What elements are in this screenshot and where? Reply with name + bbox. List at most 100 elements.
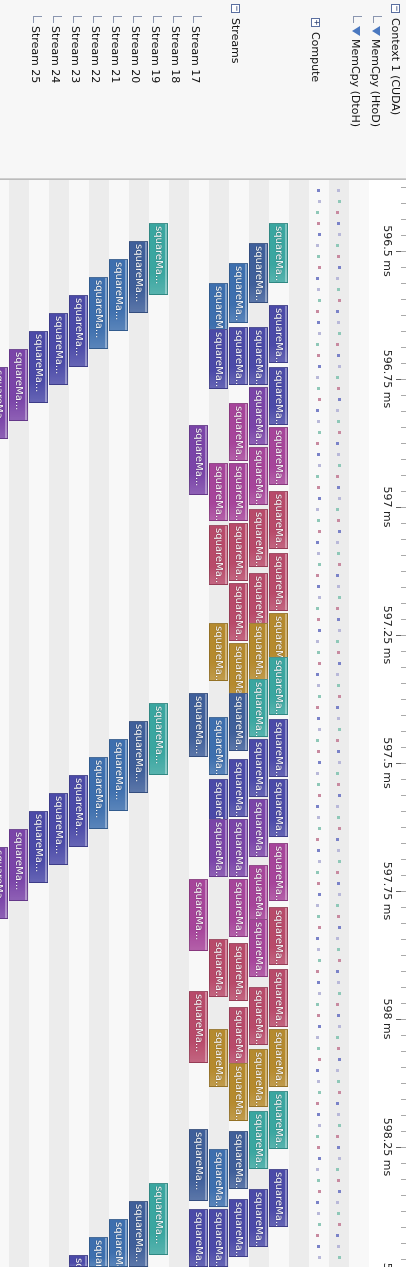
kernel-square-matrix[interactable]: squareMa... (249, 243, 268, 303)
kernel-square-matrix[interactable]: squareMa... (209, 1149, 228, 1207)
kernel-square-matrix[interactable]: squareMa... (229, 759, 248, 817)
kernel-square-matrix[interactable]: squareMa... (29, 811, 48, 883)
kernel-square-matrix[interactable]: squareMa... (229, 1199, 248, 1257)
memcpy-marker[interactable] (336, 1069, 339, 1072)
memcpy-marker[interactable] (316, 871, 319, 874)
memcpy-marker[interactable] (318, 332, 321, 335)
memcpy-marker[interactable] (316, 541, 319, 544)
memcpy-marker[interactable] (316, 508, 319, 511)
memcpy-marker[interactable] (318, 794, 321, 797)
memcpy-marker[interactable] (337, 453, 340, 456)
memcpy-marker[interactable] (317, 1179, 320, 1182)
panel-divider[interactable] (0, 179, 406, 180)
kernel-square-matrix[interactable]: squareMa... (229, 1131, 248, 1189)
memcpy-marker[interactable] (336, 541, 339, 544)
memcpy-marker[interactable] (318, 761, 321, 764)
kernel-square-matrix[interactable]: squareMa... (249, 1189, 268, 1247)
collapse-icon[interactable]: − (231, 4, 240, 13)
memcpy-marker[interactable] (336, 607, 339, 610)
kernel-square-matrix[interactable]: squareMa... (9, 829, 28, 901)
memcpy-marker[interactable] (316, 1036, 319, 1039)
memcpy-marker[interactable] (337, 552, 340, 555)
tree-row-htod[interactable]: MemCpy (HtoD) (365, 0, 385, 178)
memcpy-marker[interactable] (338, 893, 341, 896)
kernel-square-matrix[interactable]: squareMa... (249, 623, 268, 681)
memcpy-marker[interactable] (336, 1135, 339, 1138)
memcpy-marker[interactable] (318, 398, 321, 401)
kernel-square-matrix[interactable]: squareMa... (249, 865, 268, 923)
memcpy-marker[interactable] (316, 442, 319, 445)
kernel-square-matrix[interactable]: squareMa... (269, 657, 288, 715)
memcpy-marker[interactable] (318, 1091, 321, 1094)
kernel-square-matrix[interactable]: squareMa... (249, 509, 268, 567)
memcpy-marker[interactable] (338, 728, 341, 731)
kernel-square-matrix[interactable]: squareMa... (9, 349, 28, 421)
kernel-square-matrix[interactable]: squareMa... (269, 305, 288, 363)
memcpy-marker[interactable] (316, 1069, 319, 1072)
memcpy-marker[interactable] (337, 255, 340, 258)
kernel-square-matrix[interactable]: squareMa... (189, 425, 208, 495)
memcpy-marker[interactable] (317, 882, 320, 885)
memcpy-marker[interactable] (318, 464, 321, 467)
memcpy-marker[interactable] (318, 695, 321, 698)
kernel-square-matrix[interactable]: squareMa... (229, 463, 248, 521)
memcpy-marker[interactable] (316, 673, 319, 676)
memcpy-marker[interactable] (338, 1190, 341, 1193)
kernel-square-matrix[interactable]: squareMa... (269, 779, 288, 837)
memcpy-marker[interactable] (338, 629, 341, 632)
memcpy-marker[interactable] (317, 453, 320, 456)
memcpy-marker[interactable] (317, 915, 320, 918)
memcpy-marker[interactable] (338, 761, 341, 764)
kernel-square-matrix[interactable]: squareMa... (129, 1201, 148, 1267)
memcpy-marker[interactable] (338, 596, 341, 599)
kernel-square-matrix[interactable]: squareMa... (229, 943, 248, 1001)
kernel-square-matrix[interactable]: squareMa... (269, 427, 288, 485)
memcpy-marker[interactable] (337, 519, 340, 522)
memcpy-marker[interactable] (317, 420, 320, 423)
kernel-square-matrix[interactable]: squareMa... (209, 1029, 228, 1087)
memcpy-marker[interactable] (336, 1003, 339, 1006)
memcpy-marker[interactable] (337, 816, 340, 819)
memcpy-marker[interactable] (337, 1179, 340, 1182)
memcpy-marker[interactable] (337, 189, 340, 192)
kernel-square-matrix[interactable]: squareMa... (29, 331, 48, 403)
memcpy-marker[interactable] (336, 706, 339, 709)
memcpy-marker[interactable] (336, 970, 339, 973)
memcpy-marker[interactable] (338, 992, 341, 995)
kernel-square-matrix[interactable]: squareMa... (229, 819, 248, 877)
memcpy-marker[interactable] (336, 211, 339, 214)
memcpy-marker[interactable] (316, 409, 319, 412)
kernel-square-matrix[interactable]: squareMa... (229, 263, 248, 323)
memcpy-marker[interactable] (337, 684, 340, 687)
memcpy-marker[interactable] (337, 387, 340, 390)
tree-row-s19[interactable]: Stream 19 (145, 0, 165, 178)
kernel-square-matrix[interactable]: squareMa... (109, 259, 128, 331)
memcpy-marker[interactable] (318, 497, 321, 500)
kernel-square-matrix[interactable]: squareMa... (229, 403, 248, 461)
memcpy-marker[interactable] (336, 574, 339, 577)
memcpy-marker[interactable] (316, 970, 319, 973)
memcpy-marker[interactable] (338, 563, 341, 566)
kernel-square-matrix[interactable]: squareMa... (189, 1209, 208, 1267)
kernel-square-matrix[interactable]: squareMa... (189, 991, 208, 1063)
kernel-square-matrix[interactable]: squareMa... (229, 693, 248, 751)
tree-row-compute[interactable]: + Compute (305, 0, 325, 178)
memcpy-marker[interactable] (317, 1212, 320, 1215)
kernel-square-matrix[interactable]: squareMa... (249, 987, 268, 1045)
tree-row-s20[interactable]: Stream 20 (125, 0, 145, 178)
memcpy-marker[interactable] (318, 959, 321, 962)
memcpy-marker[interactable] (317, 651, 320, 654)
tree-row-s21[interactable]: Stream 21 (105, 0, 125, 178)
kernel-square-matrix[interactable]: squareMa... (249, 679, 268, 737)
kernel-square-matrix[interactable]: squareMa... (89, 1237, 108, 1267)
memcpy-marker[interactable] (317, 387, 320, 390)
memcpy-marker[interactable] (338, 1025, 341, 1028)
memcpy-marker[interactable] (317, 552, 320, 555)
memcpy-marker[interactable] (338, 1223, 341, 1226)
kernel-square-matrix[interactable]: squareMa... (209, 819, 228, 877)
memcpy-marker[interactable] (338, 332, 341, 335)
memcpy-marker[interactable] (316, 739, 319, 742)
kernel-square-matrix[interactable]: squareMa... (269, 491, 288, 549)
kernel-square-matrix[interactable]: squareMa... (269, 843, 288, 901)
kernel-square-matrix[interactable]: squareMa... (89, 757, 108, 829)
